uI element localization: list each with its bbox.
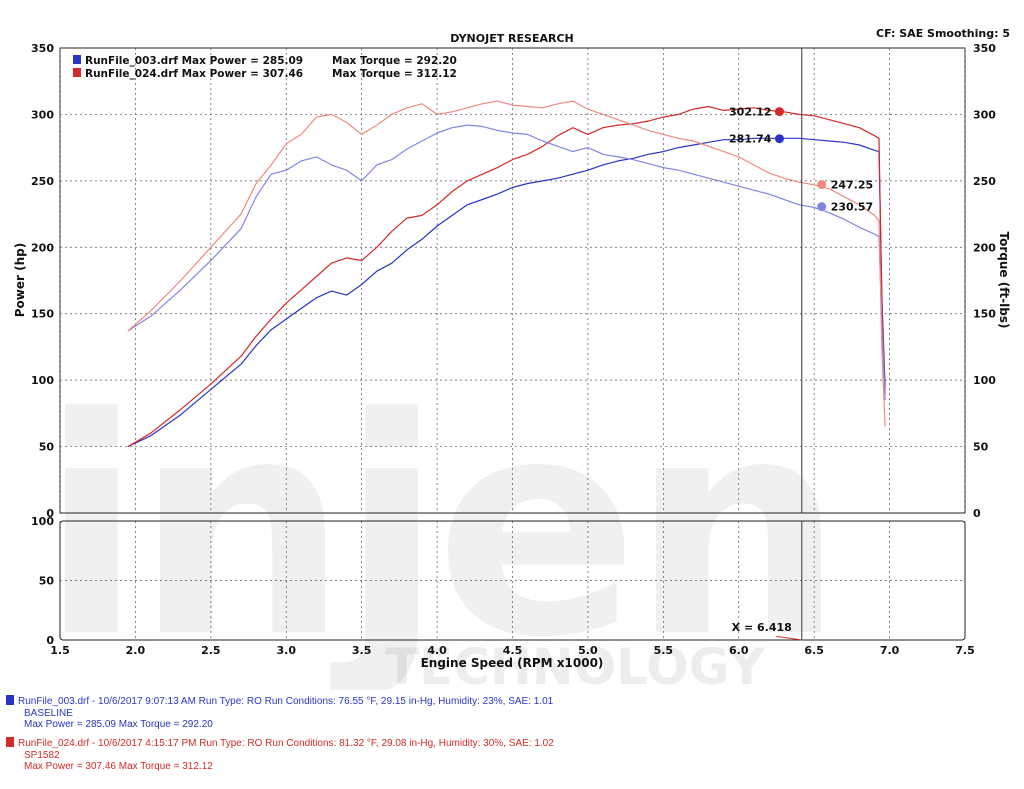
y-tick-label: 350 (31, 42, 54, 55)
cursor-marker (817, 180, 827, 190)
cursor-value-label: 302.12 (729, 106, 771, 119)
legend-entry-power: RunFile_024.drf Max Power = 307.46 (85, 68, 303, 80)
y-tick-label: 0 (46, 507, 54, 520)
run-info-sp1582: RunFile_024.drf - 10/6/2017 4:15:17 PM R… (6, 737, 554, 773)
legend-entry-torque: Max Torque = 292.20 (332, 55, 457, 67)
legend-entry-torque: Max Torque = 312.12 (332, 68, 457, 80)
legend: RunFile_003.drf Max Power = 285.09 Max T… (73, 55, 457, 80)
run-info-name: BASELINE (24, 707, 73, 719)
cursor-marker (774, 107, 784, 117)
y2-tick-label: 250 (973, 175, 996, 188)
run-info-baseline: RunFile_003.drf - 10/6/2017 9:07:13 AM R… (6, 695, 553, 731)
chart-settings: CF: SAE Smoothing: 5 (876, 27, 1010, 40)
series-line-power (127, 105, 886, 448)
x-tick-label: 4.5 (503, 644, 523, 657)
watermark-subtitle: TECHNOLOGY (385, 638, 766, 690)
y2-tick-label: 0 (973, 507, 981, 520)
legend-swatch-blue (73, 55, 81, 64)
x-tick-label: 2.5 (201, 644, 221, 657)
watermark: injen TECHNOLOGY (40, 354, 844, 690)
x-tick-label: 3.5 (352, 644, 372, 657)
x-axis-label: Engine Speed (RPM x1000) (421, 656, 604, 670)
y-tick-label: 200 (31, 241, 54, 254)
run-color-swatch (6, 695, 14, 705)
cursor-group: X = 6.418 302.12 281.74 247.25 230.57 (729, 48, 873, 640)
y-axis-label: Power (hp) (13, 243, 27, 317)
chart-title: DYNOJET RESEARCH (450, 32, 573, 45)
run-info-max: Max Power = 285.09 Max Torque = 292.20 (24, 719, 213, 730)
series-line-power (127, 137, 886, 448)
x-tick-label: 2.0 (126, 644, 146, 657)
sub-y-tick-label: 50 (39, 575, 55, 588)
sub-y-tick-label: 0 (46, 634, 54, 647)
y2-tick-label: 100 (973, 374, 996, 387)
legend-swatch-red (73, 68, 81, 77)
cursor-value-label: 230.57 (831, 201, 873, 214)
y-tick-label: 150 (31, 308, 54, 321)
dyno-chart: injen TECHNOLOGY 0 50 100 150 200 250 300 350 0 5… (13, 27, 1011, 690)
legend-entry-power: RunFile_003.drf Max Power = 285.09 (85, 55, 303, 67)
y2-tick-label: 150 (973, 308, 996, 321)
watermark-logo: injen (40, 354, 836, 690)
series-line-torque (127, 124, 886, 401)
sub-plot-area: 1.5 2.0 2.5 3.0 3.5 4.0 4.5 5.0 5.5 6.0 6.5 7.0 7.5 0… (31, 515, 975, 657)
x-tick-label: 7.5 (955, 644, 975, 657)
x-tick-label: 5.0 (578, 644, 598, 657)
y2-tick-label: 200 (973, 241, 996, 254)
cursor-value-label: 247.25 (831, 179, 873, 192)
y2-axis-label: Torque (ft-lbs) (997, 232, 1011, 329)
sub-y-tick-label: 100 (31, 515, 54, 528)
run-info-max: Max Power = 307.46 Max Torque = 312.12 (24, 761, 213, 772)
run-info-line: RunFile_003.drf - 10/6/2017 9:07:13 AM R… (18, 696, 554, 707)
y2-tick-label: 50 (973, 441, 989, 454)
sub-series-line (776, 635, 803, 641)
y-tick-label: 100 (31, 374, 54, 387)
cursor-marker (817, 202, 827, 212)
y2-tick-label: 300 (973, 108, 996, 121)
cursor-marker (774, 134, 784, 144)
y-tick-label: 50 (39, 441, 55, 454)
series-line-torque (127, 100, 886, 427)
y-tick-label: 250 (31, 175, 54, 188)
x-tick-label: 7.0 (880, 644, 900, 657)
x-tick-label: 3.0 (277, 644, 297, 657)
cursor-x-readout: X = 6.418 (732, 621, 792, 634)
y2-tick-label: 350 (973, 42, 996, 55)
x-tick-label: 6.5 (804, 644, 824, 657)
x-tick-label: 1.5 (50, 644, 70, 657)
run-info-name: SP1582 (24, 749, 60, 761)
y-tick-label: 300 (31, 108, 54, 121)
x-tick-label: 5.5 (654, 644, 674, 657)
x-tick-label: 4.0 (427, 644, 447, 657)
run-color-swatch (6, 737, 14, 747)
main-plot-area: 0 50 100 150 200 250 300 350 0 50 100 150 200 250 300 3… (31, 42, 996, 520)
run-info-line: RunFile_024.drf - 10/6/2017 4:15:17 PM R… (18, 738, 554, 749)
cursor-value-label: 281.74 (729, 133, 772, 146)
x-tick-label: 6.0 (729, 644, 749, 657)
